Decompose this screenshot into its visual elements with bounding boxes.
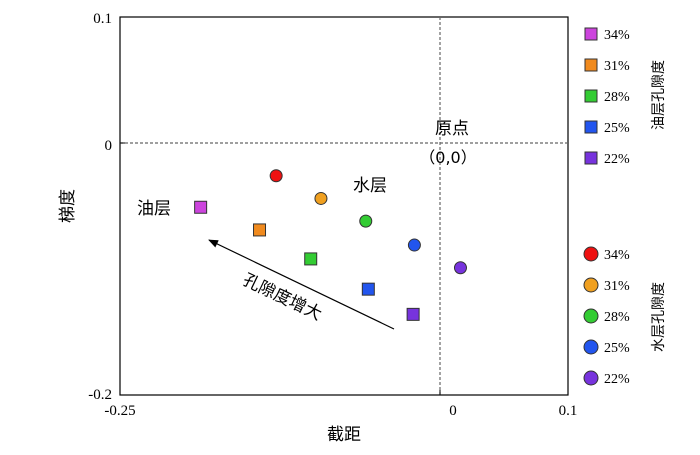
x-tick-label: -0.25: [104, 403, 135, 419]
legend-marker: [583, 308, 599, 324]
x-tick-label: 0.1: [559, 403, 578, 419]
legend-water-title: 水层孔隙度: [651, 282, 667, 352]
y-tick-label: 0.1: [93, 11, 112, 27]
oil-point-22: [406, 307, 420, 321]
x-tick-label: 0: [449, 403, 457, 419]
legend-marker: [584, 58, 598, 72]
origin-coords: （0,0）: [419, 148, 476, 167]
legend-marker: [584, 120, 598, 134]
water-point-31: [314, 191, 328, 205]
legend-marker: [584, 151, 598, 165]
water-point-25: [407, 238, 421, 252]
legend-label: 25%: [604, 341, 630, 356]
oil-point-31: [253, 223, 267, 237]
legend-label: 34%: [604, 248, 630, 263]
legend-label: 28%: [604, 310, 630, 325]
water-point-28: [359, 214, 373, 228]
oil-point-25: [361, 282, 375, 296]
legend-marker: [584, 89, 598, 103]
porosity-arrow: [208, 239, 395, 330]
y-tick-label: 0: [105, 138, 113, 154]
legend-oil-title: 油层孔隙度: [651, 60, 667, 130]
legend-marker: [584, 27, 598, 41]
legend-label: 22%: [604, 372, 630, 387]
oil-layer-label: 油层: [137, 199, 171, 219]
legend-label: 34%: [604, 28, 630, 43]
y-axis-title: 梯度: [58, 189, 78, 223]
water-point-34: [269, 169, 283, 183]
origin-title: 原点: [435, 119, 469, 139]
legend-label: 28%: [604, 90, 630, 105]
legend-marker: [583, 339, 599, 355]
legend-oil: 34% 31% 28% 25% 22%: [584, 27, 630, 167]
legend-marker: [583, 246, 599, 262]
water-point-22: [453, 261, 467, 275]
data-marks: [194, 169, 467, 321]
legend-label: 31%: [604, 279, 630, 294]
plot-frame: [119, 16, 569, 396]
arrow-label: 孔隙度增大: [240, 270, 325, 325]
legend-label: 22%: [604, 152, 630, 167]
tick-marks: [119, 16, 569, 396]
y-tick-label: -0.2: [88, 387, 112, 403]
water-layer-label: 水层: [353, 176, 387, 196]
legend-label: 25%: [604, 121, 630, 136]
oil-point-34: [194, 200, 208, 214]
x-axis-title: 截距: [327, 425, 361, 445]
legend-label: 31%: [604, 59, 630, 74]
legend-water: 34% 31% 28% 25% 22%: [583, 246, 630, 387]
oil-point-28: [304, 252, 318, 266]
legend-marker: [583, 370, 599, 386]
legend-marker: [583, 277, 599, 293]
